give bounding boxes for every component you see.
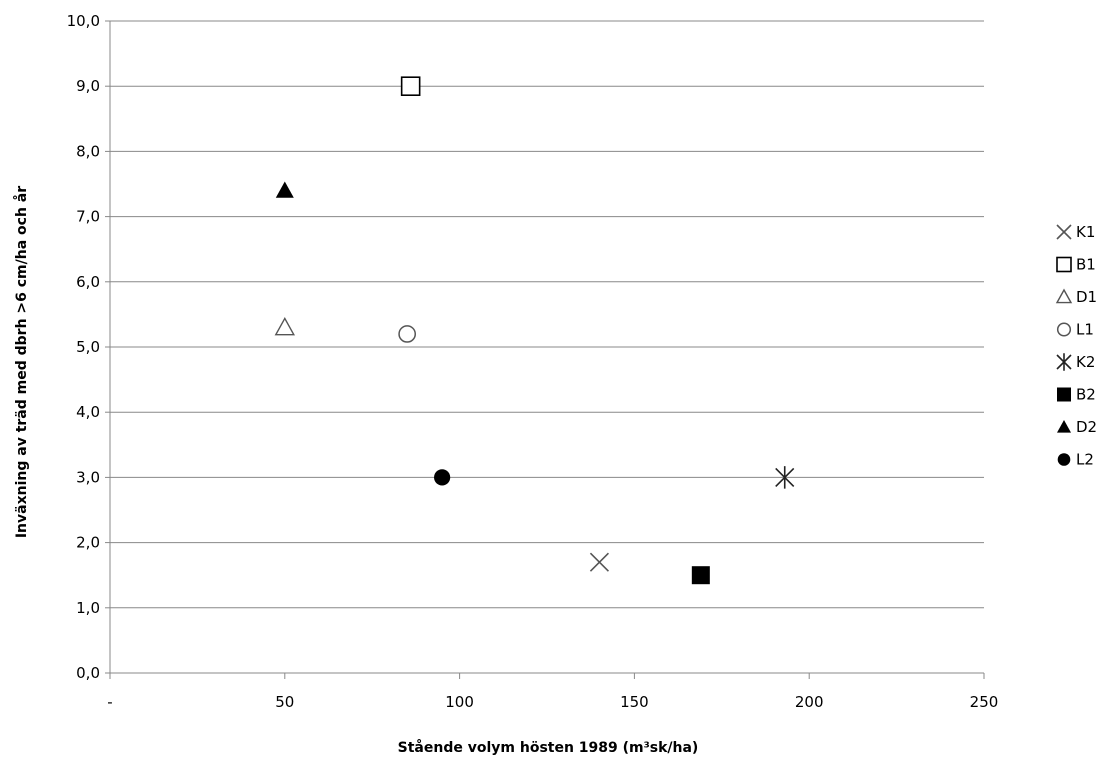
legend-marker-b1 <box>1056 256 1072 273</box>
data-point-l2 <box>434 469 451 486</box>
y-tick-label: 0,0 <box>76 664 100 682</box>
data-point-k1 <box>589 552 610 572</box>
x-tick-label: 100 <box>445 693 474 711</box>
x-tick-label: 150 <box>620 693 649 711</box>
x-tick-label: 200 <box>795 693 824 711</box>
x-tick-label: 50 <box>275 693 294 711</box>
y-tick-label: 1,0 <box>76 599 100 617</box>
legend-marker-l2 <box>1057 453 1071 466</box>
x-tick-label: 250 <box>970 693 999 711</box>
data-point-b1 <box>400 76 421 96</box>
data-point-l1 <box>398 325 417 343</box>
gridlines <box>110 20 984 609</box>
legend-label-k1: K1 <box>1076 223 1095 241</box>
data-point-b2 <box>691 566 710 585</box>
x-tick-labels: - 50 100 150 200 250 <box>107 693 998 711</box>
legend-label-l2: L2 <box>1076 451 1094 469</box>
legend-marker-k2 <box>1056 353 1072 371</box>
y-tick-label: 2,0 <box>76 534 100 552</box>
legend-label-d2: D2 <box>1076 418 1097 436</box>
data-point-d2 <box>275 181 294 198</box>
legend-label-b2: B2 <box>1076 386 1096 404</box>
legend-marker-b2 <box>1057 387 1071 402</box>
y-tick-labels: 0,0 1,0 2,0 3,0 4,0 5,0 6,0 7,0 8,0 9,0 10,0 <box>67 12 100 682</box>
legend-marker-d1 <box>1055 288 1073 304</box>
y-tick-label: 6,0 <box>76 273 100 291</box>
legend-marker-d2 <box>1057 420 1071 433</box>
data-point-k2 <box>775 466 795 489</box>
legend-label-k2: K2 <box>1076 353 1095 371</box>
y-tick-label: 5,0 <box>76 338 100 356</box>
x-axis-title: Stående volym hösten 1989 (m³sk/ha) <box>398 739 699 756</box>
y-tick-label: 8,0 <box>76 142 100 160</box>
y-axis-title: Inväxning av träd med dbrh >6 cm/ha och … <box>13 186 30 538</box>
legend-label-b1: B1 <box>1076 256 1096 274</box>
y-tick-label: 10,0 <box>67 12 100 30</box>
y-tick-label: 7,0 <box>76 208 100 226</box>
legend-label-d1: D1 <box>1076 288 1097 306</box>
y-tick-label: 4,0 <box>76 403 100 421</box>
data-point-d1 <box>274 316 295 336</box>
legend: K1 B1 D1 L1 K2 B2 D2 L2 <box>1055 223 1097 469</box>
legend-marker-k1 <box>1056 224 1072 240</box>
legend-marker-l1 <box>1056 322 1072 337</box>
y-tick-label: 9,0 <box>76 77 100 95</box>
legend-label-l1: L1 <box>1076 321 1094 339</box>
y-tick-label: 3,0 <box>76 468 100 486</box>
x-tick-label: - <box>107 693 112 711</box>
data-points <box>274 76 795 585</box>
axes <box>105 20 985 679</box>
